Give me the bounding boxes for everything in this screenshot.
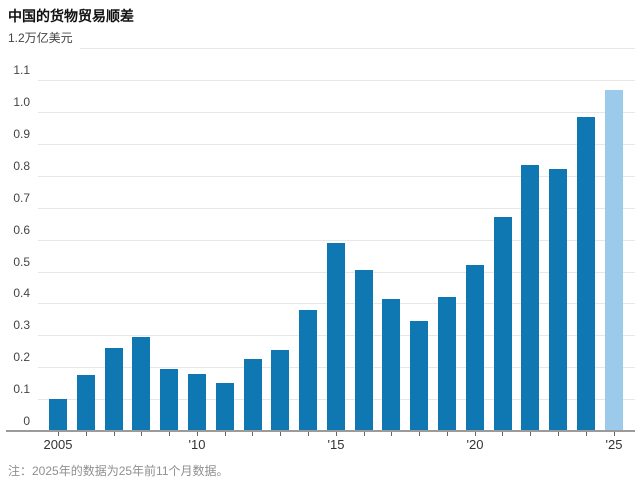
bar-2007 — [104, 348, 123, 431]
gridline — [38, 144, 635, 145]
y-axis-tick-label: 0.9 — [13, 127, 30, 141]
bar-2020 — [465, 265, 484, 431]
x-axis-tick — [614, 432, 615, 436]
bar-2011 — [215, 383, 234, 431]
x-axis-tick — [336, 432, 337, 436]
gridline — [38, 80, 635, 81]
x-axis-tick — [58, 432, 59, 436]
bar-2014 — [299, 310, 317, 431]
bar-2012 — [243, 359, 262, 431]
bar-2010 — [187, 374, 206, 431]
bar-2018 — [410, 321, 429, 431]
x-axis-tick-label: '10 — [188, 437, 206, 452]
x-axis-tick-label: 2005 — [43, 437, 73, 452]
x-axis-tick — [475, 432, 476, 436]
bar-2015 — [326, 243, 345, 431]
x-axis-tick — [447, 432, 448, 436]
bar-2008 — [132, 337, 151, 431]
gridline — [38, 112, 635, 113]
bar-2016 — [354, 270, 373, 431]
x-axis-tick-label: '15 — [327, 437, 345, 452]
x-axis-tick — [169, 432, 170, 436]
x-axis-tick-label: '20 — [466, 437, 484, 452]
x-axis-line — [6, 430, 635, 432]
bar-2024 — [576, 117, 595, 431]
x-axis-tick — [364, 432, 365, 436]
gridline — [80, 48, 635, 49]
y-axis-tick-label: 0.7 — [13, 191, 30, 205]
x-axis-tick — [558, 432, 559, 436]
bar-2006 — [76, 375, 95, 431]
x-axis-tick — [586, 432, 587, 436]
x-axis-tick — [141, 432, 142, 436]
gridline — [38, 208, 635, 209]
bar-2009 — [160, 369, 179, 431]
chart-title: 中国的货物贸易顺差 — [8, 8, 134, 24]
x-axis-tick — [86, 432, 87, 436]
y-axis-unit-label: 1.2万亿美元 — [8, 31, 73, 45]
bar-2022 — [521, 165, 540, 431]
bar-2023 — [549, 169, 567, 431]
bar-2017 — [382, 299, 401, 431]
bar-2013 — [271, 350, 290, 431]
x-axis-tick — [530, 432, 531, 436]
y-axis-tick-label: 1.0 — [13, 95, 30, 109]
y-axis-tick-label: 0.1 — [13, 382, 30, 396]
y-axis-tick-label: 0.8 — [13, 159, 30, 173]
y-axis-tick-label: 0.2 — [13, 350, 30, 364]
x-axis-tick — [308, 432, 309, 436]
y-axis-tick-label: 0.5 — [13, 255, 30, 269]
bar-2021 — [493, 217, 512, 431]
y-axis-tick-label: 0.3 — [13, 318, 30, 332]
y-axis-tick-label: 0 — [23, 414, 30, 428]
x-axis-tick — [419, 432, 420, 436]
x-axis-tick-label: '25 — [605, 437, 623, 452]
y-axis-tick-label: 0.6 — [13, 223, 30, 237]
y-axis-tick-label: 0.4 — [13, 286, 30, 300]
y-axis-tick-label: 1.1 — [13, 63, 30, 77]
bar-2025 — [604, 90, 623, 431]
x-axis-tick — [197, 432, 198, 436]
x-axis-tick — [114, 432, 115, 436]
x-axis-tick — [502, 432, 503, 436]
gridline — [38, 176, 635, 177]
x-axis-tick — [391, 432, 392, 436]
bar-2005 — [49, 399, 67, 431]
chart-footnote: 注：2025年的数据为25年前11个月数据。 — [8, 464, 229, 478]
x-axis-tick — [252, 432, 253, 436]
x-axis-tick — [280, 432, 281, 436]
gridline — [38, 240, 635, 241]
x-axis-tick — [225, 432, 226, 436]
bar-2019 — [437, 297, 456, 431]
